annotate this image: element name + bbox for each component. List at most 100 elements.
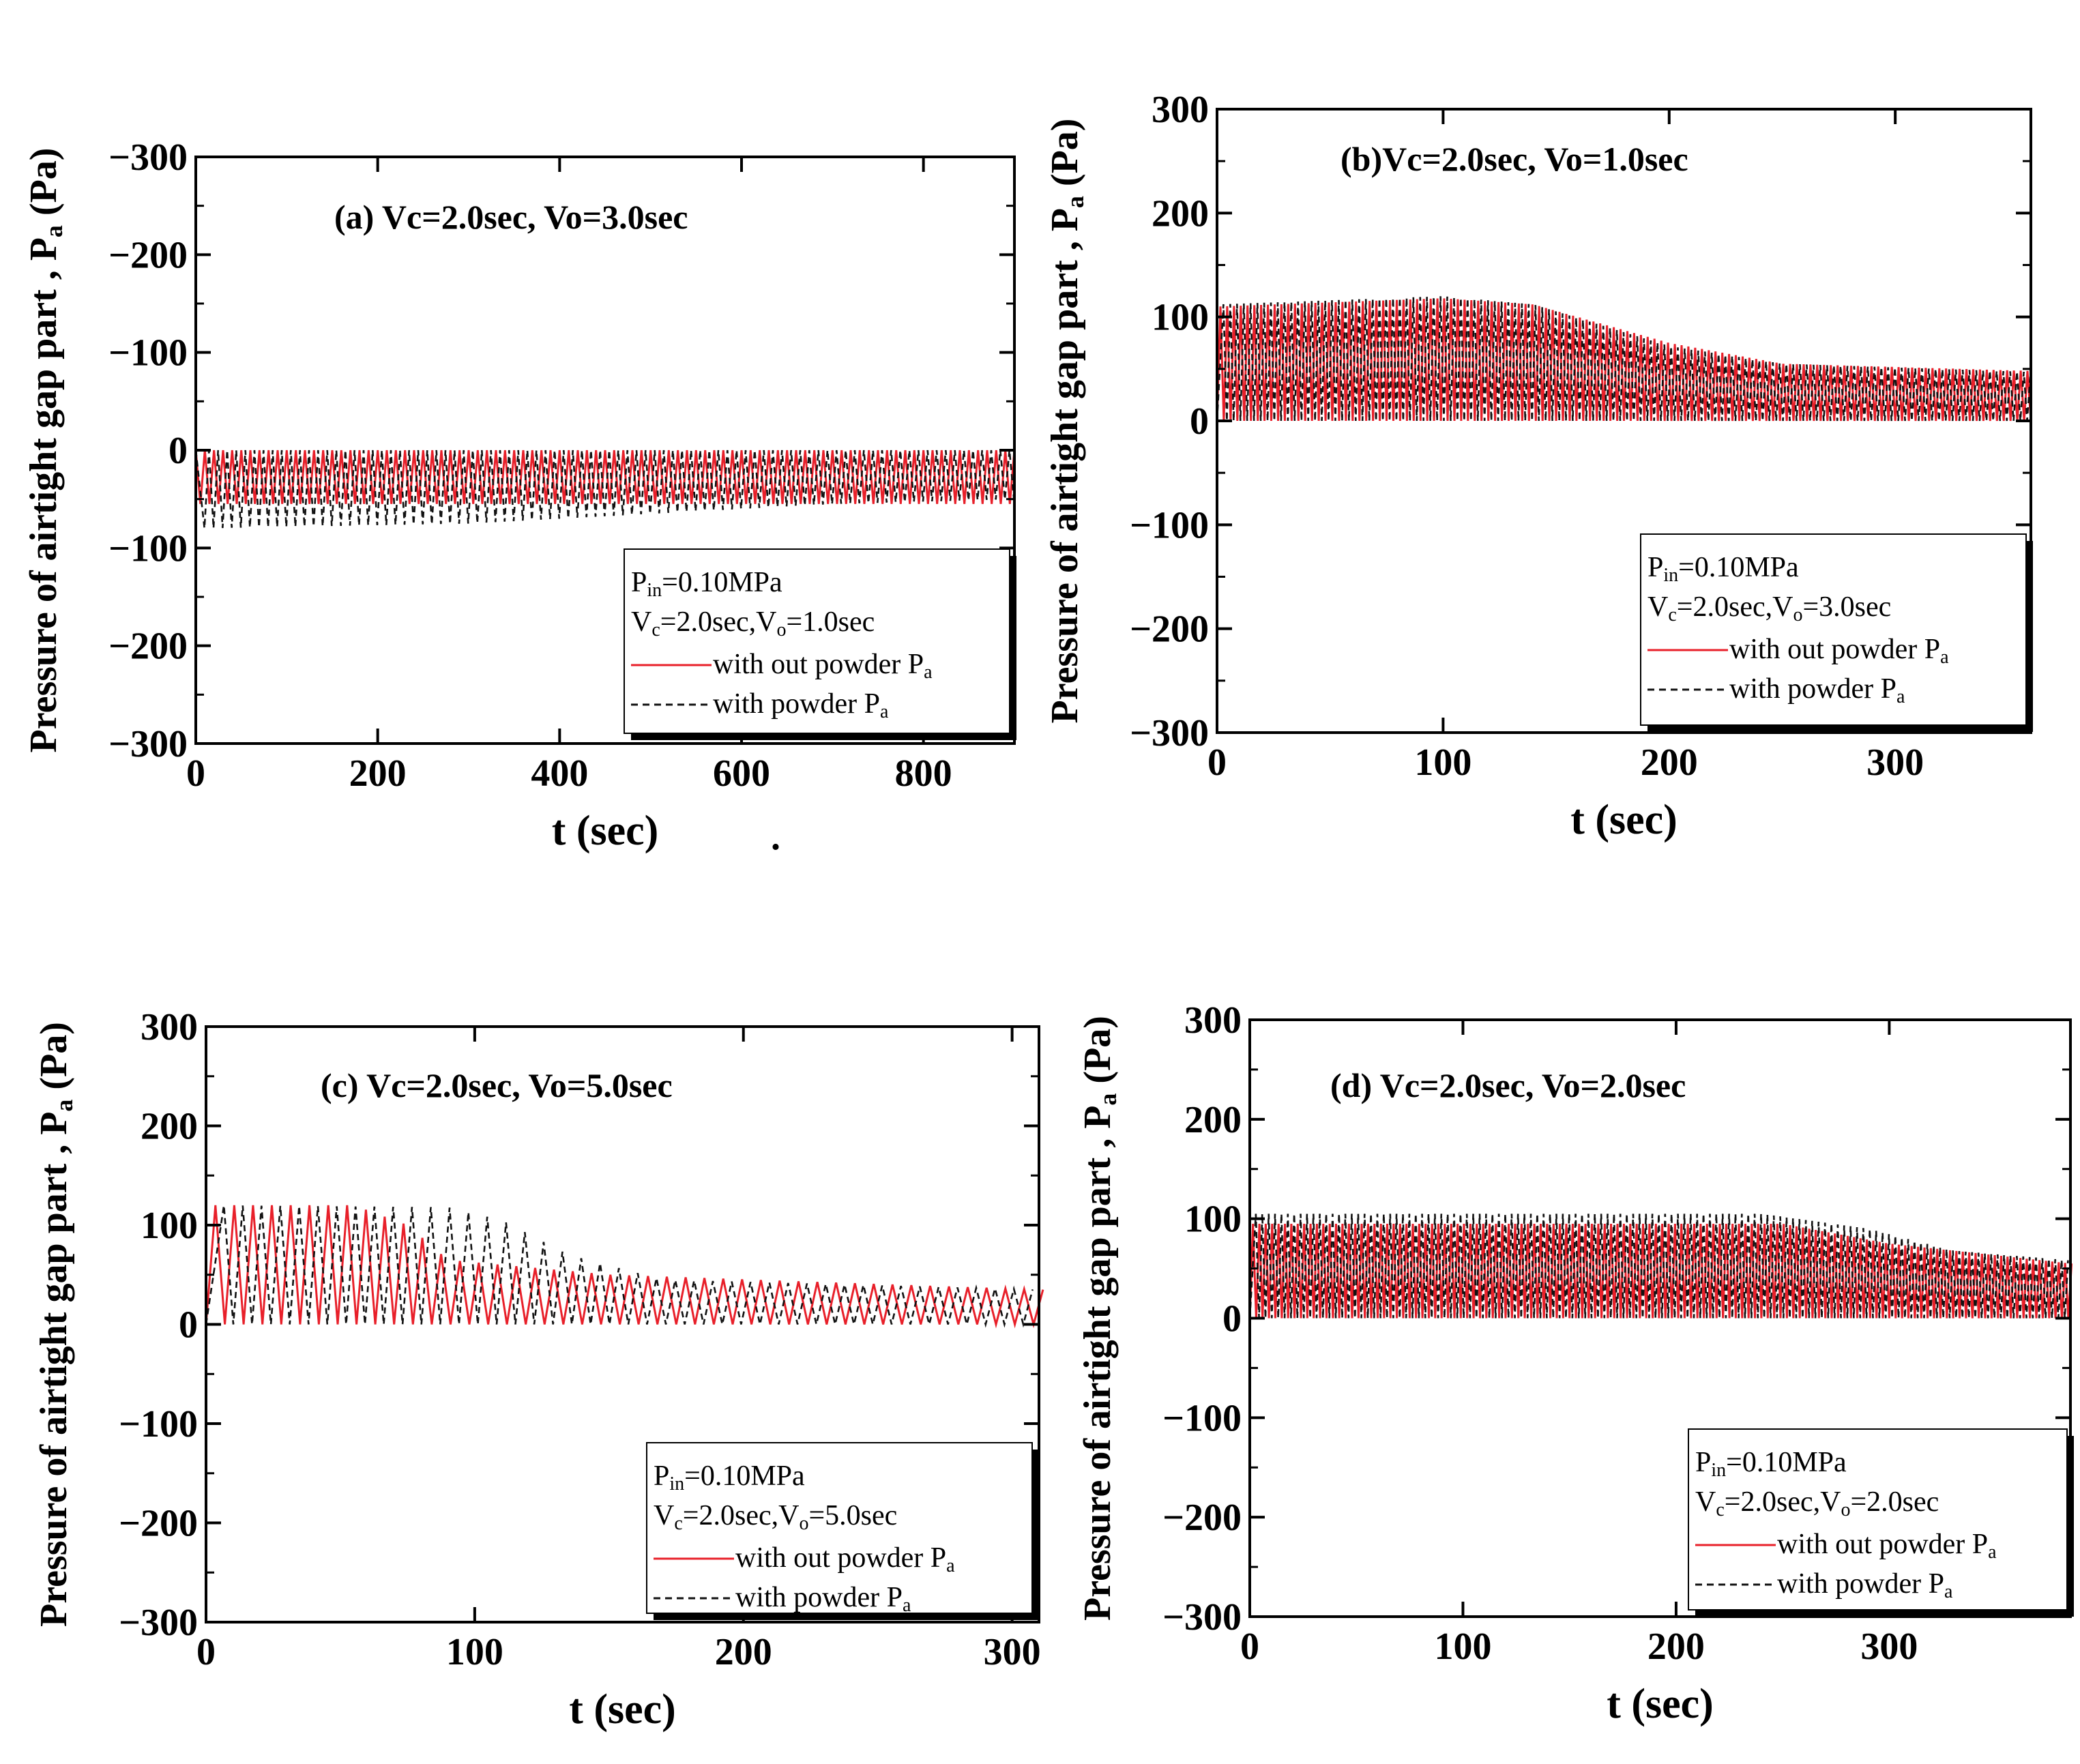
x-tick-label: 100 (446, 1631, 503, 1673)
panel-d: −300 −200 −100 0 100 200 300 0 100 200 300 (d) Vc=2… (1076, 999, 2074, 1727)
legend-vc-sub: c (674, 1513, 682, 1534)
legend-vo-rest: =3.0sec (1802, 591, 1891, 623)
y-tick-label: 200 (141, 1106, 198, 1148)
x-tick-label: 200 (1641, 741, 1698, 784)
y-axis-label-main: Pressure of airtight gap part , P (1076, 1106, 1119, 1621)
series-with-powder-line (205, 1205, 1034, 1328)
panel-b: −300 −200 −100 0 100 200 300 0 100 200 300 (b)Vc=2.… (1044, 89, 2033, 843)
x-axis-label: t (sec) (569, 1686, 676, 1733)
legend-valve-times: Vc=2.0sec,Vo=5.0sec (654, 1500, 897, 1534)
x-tick-label: 0 (1207, 741, 1227, 784)
legend-pin-rest: =0.10MPa (684, 1460, 805, 1492)
y-tick-label: −300 (119, 1602, 198, 1644)
y-tick-label: 300 (1184, 999, 1242, 1042)
legend-vc-main: V (1695, 1486, 1716, 1518)
x-tick-label: 0 (186, 752, 205, 795)
y-axis-label-subscript: a (40, 225, 68, 237)
legend-vc-main: V (1647, 591, 1668, 623)
legend-vo-sub: o (799, 1513, 808, 1534)
x-tick-label: 100 (1434, 1626, 1491, 1668)
legend-series-without-powder: with out powder Pa (1777, 1529, 1997, 1563)
y-tick-label: −200 (108, 626, 188, 668)
y-tick-label: −200 (108, 234, 188, 276)
legend-vo-sub: o (1793, 604, 1802, 626)
panel-title: (b)Vc=2.0sec, Vo=1.0sec (1341, 140, 1688, 178)
legend-series-with-powder: with powder Pa (713, 688, 889, 722)
legend-series2-sub: a (903, 1595, 911, 1616)
legend-series2-label: with powder P (1777, 1568, 1944, 1600)
legend-series1-label: with out powder P (735, 1542, 946, 1574)
y-axis-label-subscript: a (1061, 196, 1089, 208)
y-axis-label: Pressure of airtight gap part , Pa (Pa) (23, 148, 68, 753)
y-axis-label: Pressure of airtight gap part , Pa (Pa) (33, 1022, 78, 1627)
y-tick-label: 100 (141, 1205, 198, 1247)
stray-mark: . (771, 816, 780, 858)
legend-series2-label: with powder P (713, 688, 880, 720)
y-axis-label-main: Pressure of airtight gap part , P (23, 237, 65, 752)
series-with-powder-line (1248, 1214, 2069, 1319)
y-axis-label-subscript: a (1094, 1093, 1122, 1106)
legend-vc-rest: =2.0sec,V (1677, 591, 1793, 623)
legend-series1-sub: a (1940, 647, 1949, 668)
legend-pin-sub: in (669, 1473, 684, 1495)
legend-series1-label: with out powder P (1777, 1529, 1988, 1560)
legend-box (646, 1442, 1033, 1614)
y-tick-label: 200 (1184, 1099, 1242, 1141)
y-tick-label: −300 (1162, 1596, 1242, 1638)
y-axis-label-subscript: a (50, 1100, 78, 1112)
y-tick-label: −100 (1162, 1397, 1242, 1439)
series-without-powder-line (1216, 298, 2032, 422)
x-tick-label: 300 (984, 1631, 1041, 1673)
y-tick-label: −100 (1130, 504, 1209, 546)
legend-pin-rest: =0.10MPa (662, 567, 782, 598)
legend-box (1640, 533, 2027, 726)
legend-vc-main: V (631, 606, 651, 638)
legend-series1-sub: a (924, 662, 933, 683)
x-axis-label: t (sec) (552, 808, 659, 854)
legend-valve-times: Vc=2.0sec,Vo=3.0sec (1647, 591, 1891, 626)
x-tick-label: 0 (196, 1631, 216, 1673)
y-tick-label: 0 (1222, 1298, 1242, 1340)
y-tick-label: 100 (1152, 297, 1209, 339)
legend-pin-main: P (654, 1460, 669, 1492)
panel-title: (c) Vc=2.0sec, Vo=5.0sec (321, 1066, 673, 1104)
legend-pin: Pin=0.10MPa (1647, 552, 1799, 586)
y-tick-label: −100 (108, 332, 188, 374)
legend-valve-times: Vc=2.0sec,Vo=1.0sec (631, 606, 875, 641)
x-tick-label: 300 (1860, 1626, 1918, 1668)
legend-series2-label: with powder P (735, 1582, 903, 1613)
legend-series2-label: with powder P (1729, 673, 1896, 705)
y-tick-label: 200 (1152, 192, 1209, 235)
legend-pin-main: P (1647, 552, 1663, 583)
x-tick-label: 200 (349, 752, 407, 795)
legend-vo-sub: o (1841, 1499, 1850, 1520)
legend-series1-label: with out powder P (713, 649, 924, 680)
legend-pin-sub: in (1711, 1460, 1726, 1481)
series-without-powder-line (194, 450, 1016, 504)
y-axis-label: Pressure of airtight gap part , Pa (Pa) (1044, 119, 1089, 724)
y-tick-label: −300 (1130, 712, 1209, 754)
legend-pin: Pin=0.10MPa (1695, 1447, 1847, 1481)
legend-vo-rest: =2.0sec (1850, 1486, 1939, 1518)
legend-vc-rest: =2.0sec,V (660, 606, 777, 638)
y-axis-label: Pressure of airtight gap part , Pa (Pa) (1076, 1016, 1122, 1621)
x-axis-label: t (sec) (1607, 1681, 1714, 1727)
y-tick-label: −300 (108, 723, 188, 765)
legend-pin-sub: in (647, 580, 662, 601)
y-axis-label-main: Pressure of airtight gap part , P (33, 1112, 75, 1627)
legend-series-without-powder: with out powder Pa (1729, 634, 1949, 668)
legend-vc-sub: c (651, 619, 660, 641)
y-tick-label: 0 (169, 430, 188, 472)
legend-series-with-powder: with powder Pa (1729, 673, 1905, 707)
legend-series2-sub: a (1896, 686, 1905, 707)
legend-vc-main: V (654, 1500, 674, 1531)
series-with-powder-line (194, 450, 1015, 529)
legend-pin-main: P (631, 567, 647, 598)
legend-pin-rest: =0.10MPa (1678, 552, 1799, 583)
y-tick-label: 300 (1152, 89, 1209, 131)
legend-series-without-powder: with out powder Pa (735, 1542, 955, 1576)
y-axis-label-unit: (Pa) (1044, 119, 1086, 196)
legend-series-without-powder: with out powder Pa (713, 649, 933, 683)
panel-title: (a) Vc=2.0sec, Vo=3.0sec (334, 198, 688, 236)
